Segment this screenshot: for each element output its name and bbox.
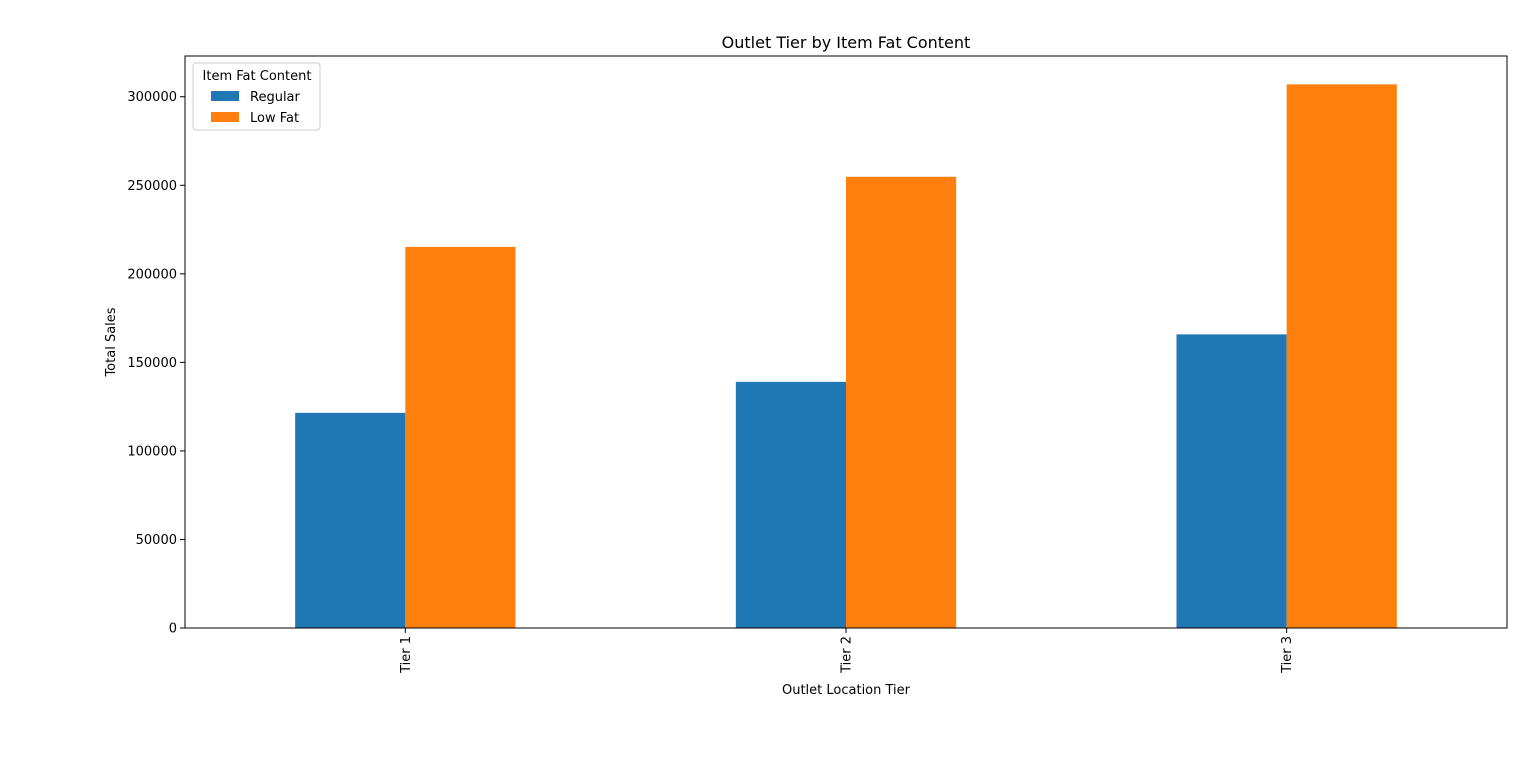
chart-title: Outlet Tier by Item Fat Content [722, 33, 971, 52]
y-tick-label: 50000 [136, 533, 177, 548]
legend-label: Regular [250, 90, 301, 105]
y-tick-label: 200000 [127, 267, 177, 282]
bar-regular-tier-2 [735, 381, 846, 628]
x-axis: Tier 1 Tier 2 Tier 3 [399, 628, 1295, 674]
x-axis-label: Outlet Location Tier [782, 683, 911, 698]
y-tick-label: 300000 [127, 90, 177, 105]
bars-group [295, 84, 1397, 629]
legend-swatch [211, 91, 239, 101]
legend-items: Regular Low Fat [211, 90, 301, 126]
bar-regular-tier-3 [1176, 334, 1287, 628]
legend-label: Low Fat [250, 111, 299, 126]
x-tick-label: Tier 3 [1280, 636, 1295, 674]
bar-regular-tier-1 [295, 412, 406, 628]
y-axis: 0 50000 100000 150000 200000 250000 300000 [127, 90, 185, 637]
bar-low-fat-tier-3 [1286, 84, 1397, 629]
bar-low-fat-tier-1 [405, 246, 516, 629]
y-tick-label: 100000 [127, 444, 177, 459]
legend: Item Fat Content Regular Low Fat [192, 62, 321, 131]
legend-title: Item Fat Content [203, 69, 312, 84]
y-tick-label: 250000 [127, 179, 177, 194]
legend-swatch [211, 112, 239, 122]
y-tick-label: 0 [169, 622, 177, 637]
y-axis-label: Total Sales [104, 307, 119, 377]
y-tick-label: 150000 [127, 356, 177, 371]
x-tick-label: Tier 1 [399, 636, 414, 674]
x-tick-label: Tier 2 [840, 636, 855, 674]
bar-low-fat-tier-2 [846, 176, 957, 628]
